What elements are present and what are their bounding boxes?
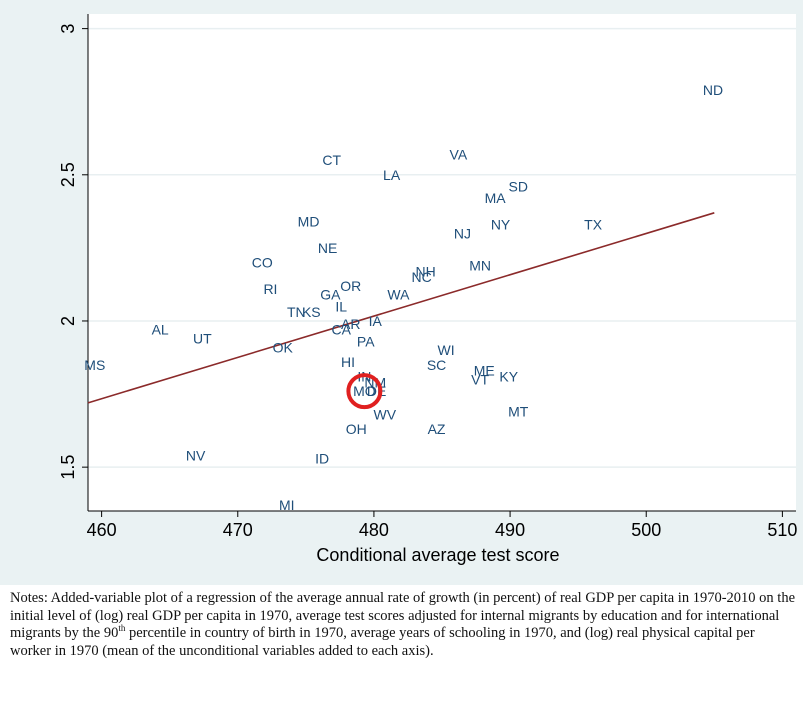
y-tick-label: 1.5 (58, 455, 78, 480)
notes-part1: Notes: Added-variable plot of a regressi… (10, 590, 796, 641)
point-label-la: LA (383, 167, 401, 183)
point-label-mo: MO (353, 383, 376, 399)
x-tick-label: 490 (495, 520, 525, 540)
point-label-ga: GA (320, 287, 341, 303)
x-tick-label: 470 (223, 520, 253, 540)
point-label-tx: TX (584, 216, 603, 232)
point-label-nc: NC (411, 269, 431, 285)
x-tick-label: 460 (87, 520, 117, 540)
point-label-id: ID (315, 450, 329, 466)
x-tick-label: 480 (359, 520, 389, 540)
axes: 1.5 2 2.5 3 460 470 480 490 500 510 (58, 14, 797, 540)
point-label-nv: NV (186, 447, 206, 463)
figure-notes: Notes: Added-variable plot of a regressi… (10, 590, 795, 660)
fit-line (87, 212, 715, 404)
point-label-nj: NJ (454, 225, 471, 241)
point-label-de: DE (367, 383, 386, 399)
point-label-ks: KS (302, 304, 321, 320)
point-label-or: OR (340, 278, 361, 294)
notes-text: Notes: Added-variable plot of a regressi… (10, 590, 795, 660)
point-label-ny: NY (491, 216, 511, 232)
x-tick-label: 500 (631, 520, 661, 540)
point-label-md: MD (298, 214, 320, 230)
point-label-sd: SD (509, 178, 528, 194)
point-label-ne: NE (318, 240, 337, 256)
point-label-al: AL (152, 322, 169, 338)
point-label-wv: WV (374, 407, 397, 423)
point-label-ma: MA (485, 190, 507, 206)
highlight-circle (346, 373, 383, 410)
point-label-nd: ND (703, 82, 723, 98)
point-label-oh: OH (346, 421, 367, 437)
point-label-mn: MN (469, 257, 491, 273)
x-tick-label: 510 (767, 520, 797, 540)
x-axis-label: Conditional average test score (316, 545, 559, 565)
notes-part2: percentile in country of birth in 1970, … (10, 625, 755, 659)
point-label-ri: RI (263, 281, 277, 297)
point-label-vt: VT (471, 371, 489, 387)
highlight-group (346, 373, 383, 410)
point-label-ar: AR (341, 316, 360, 332)
point-label-hi: HI (341, 354, 355, 370)
notes-superscript: th (118, 623, 126, 634)
point-label-sc: SC (427, 357, 446, 373)
point-label-nh: NH (416, 263, 436, 279)
point-label-va: VA (450, 146, 468, 162)
y-tick-label: 2 (58, 316, 78, 326)
y-tick-label: 3 (58, 24, 78, 34)
point-label-me: ME (474, 363, 495, 379)
point-label-mt: MT (508, 404, 529, 420)
point-label-ia: IA (369, 313, 383, 329)
point-label-ct: CT (322, 152, 341, 168)
point-label-ut: UT (193, 331, 212, 347)
point-label-mi: MI (279, 497, 295, 513)
point-label-wa: WA (387, 287, 410, 303)
y-tick-label: 2.5 (58, 162, 78, 187)
plot-background (88, 14, 796, 511)
point-label-pa: PA (357, 333, 375, 349)
point-label-ca: CA (332, 322, 352, 338)
point-label-tn: TN (287, 304, 306, 320)
point-label-wi: WI (438, 342, 455, 358)
chart-area: 1.5 2 2.5 3 460 470 480 490 500 510 MS AL UT NV CO RI O… (0, 0, 803, 585)
point-label-il: IL (335, 298, 347, 314)
grid-lines (88, 27, 796, 468)
point-label-ok: OK (273, 339, 294, 355)
point-label-co: CO (252, 255, 273, 271)
fit-line-group (87, 212, 715, 404)
point-label-ky: KY (499, 369, 518, 385)
point-label-ms: MS (84, 357, 105, 373)
point-label-az: AZ (428, 421, 446, 437)
scatter-plot: 1.5 2 2.5 3 460 470 480 490 500 510 MS AL UT NV CO RI O… (58, 14, 797, 565)
